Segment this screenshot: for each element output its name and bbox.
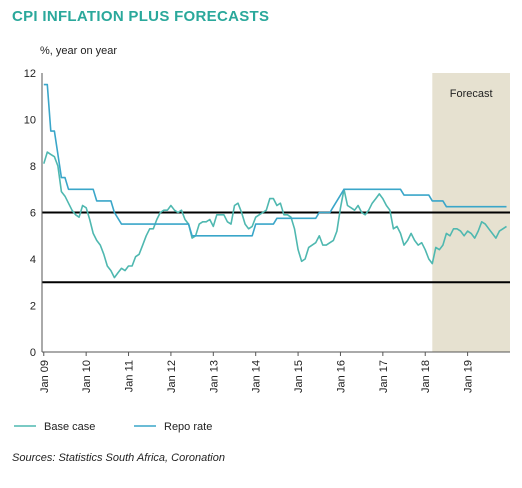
- series-line-base-case: [43, 151, 507, 279]
- legend-entry: Repo rate: [164, 421, 212, 433]
- x-tick-label: Jan 16: [335, 360, 347, 393]
- x-tick-label: Jan 09: [39, 360, 51, 393]
- y-tick-label: 6: [30, 208, 36, 220]
- y-tick-label: 8: [30, 161, 36, 173]
- chart-title: CPI INFLATION PLUS FORECASTS: [12, 8, 270, 25]
- y-tick-label: 4: [30, 254, 36, 266]
- y-tick-label: 10: [24, 115, 36, 127]
- y-tick-label: 12: [24, 68, 36, 80]
- x-tick-label: Jan 13: [208, 360, 220, 393]
- source-note: Sources: Statistics South Africa, Corona…: [12, 452, 225, 464]
- y-tick-label: 2: [30, 301, 36, 313]
- x-tick-label: Jan 17: [378, 360, 390, 393]
- x-tick-label: Jan 18: [420, 360, 432, 393]
- x-tick-label: Jan 10: [81, 360, 93, 393]
- series-line-repo-rate: [43, 83, 507, 237]
- x-tick-label: Jan 11: [124, 360, 136, 392]
- y-axis-label: %, year on year: [40, 45, 118, 57]
- x-tick-label: Jan 14: [251, 360, 263, 393]
- x-tick-label: Jan 15: [293, 360, 305, 393]
- y-tick-label: 0: [30, 347, 36, 359]
- forecast-label: Forecast: [450, 88, 493, 100]
- legend-entry: Base case: [44, 421, 95, 433]
- x-tick-label: Jan 12: [166, 360, 178, 393]
- x-tick-label: Jan 19: [463, 360, 475, 393]
